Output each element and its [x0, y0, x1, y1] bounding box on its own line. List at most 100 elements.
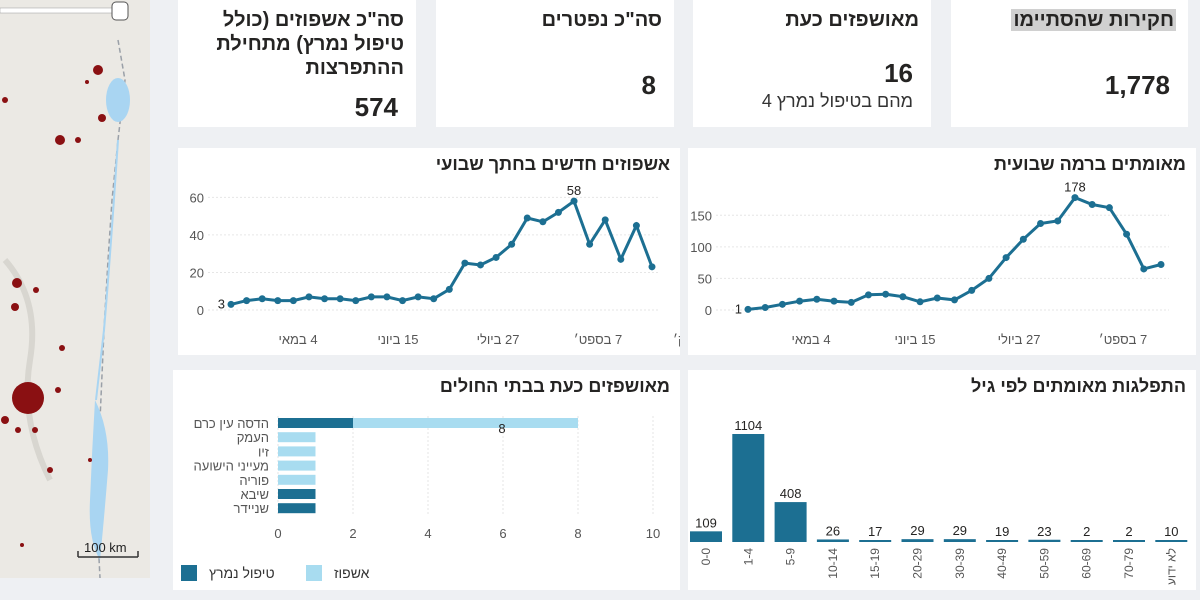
weekly-hospitalized-chart-card[interactable]: אשפוזים חדשים בחתך שבועי 0 20 40 60 3 58 4 במא… [178, 148, 680, 355]
data-point [258, 295, 266, 303]
x-tick-label: 4 במאי [791, 332, 830, 347]
x-tick-label: 27 ביולי [998, 332, 1041, 347]
data-point [570, 197, 578, 205]
kpi-hospitalized-now-card[interactable]: מאושפזים כעת 16 מהם בטיפול נמרץ 4 [693, 0, 931, 127]
data-point [796, 297, 804, 305]
age-distribution-chart-title: התפלגות מאומתים לפי גיל [971, 376, 1186, 396]
bar [1155, 540, 1188, 542]
y-tick-label: 0 [197, 303, 204, 318]
x-tick-label: לא ידוע [1164, 548, 1178, 585]
weekly-hospitalized-chart-title: אשפוזים חדשים בחתך שבועי [435, 154, 670, 174]
y-tick-label: 100 [690, 240, 712, 255]
hospitals-now-chart-title: מאושפזים כעת בבתי החולים [439, 376, 670, 396]
data-point [899, 293, 907, 301]
data-point [367, 293, 375, 301]
x-tick-label: 15 ביוני [894, 332, 935, 347]
x-tick-label: 7 בספט׳ [1099, 332, 1147, 347]
data-point [1105, 204, 1113, 212]
y-tick-label: מעייני הישועה [194, 459, 269, 474]
bar-value-label: 2 [1083, 524, 1090, 539]
bar-value-label: 29 [953, 523, 967, 538]
y-tick-label: זיו [258, 444, 270, 459]
kpi-deaths-value: 8 [641, 70, 656, 100]
data-point [352, 297, 360, 305]
bar [690, 531, 722, 542]
x-tick-label: 4 במאי [278, 332, 317, 347]
kpi-investigations-title: חקירות שהסתיימו [1011, 9, 1176, 31]
y-tick-label: פוריה [239, 473, 269, 488]
data-point [430, 295, 438, 303]
data-point [778, 300, 786, 308]
weekly-confirmed-chart-title: מאומתים ברמה שבועית [994, 154, 1186, 174]
data-label: 58 [567, 183, 581, 198]
bar-value-label: 10 [1164, 524, 1178, 539]
bar [1028, 539, 1061, 542]
bar [1113, 540, 1145, 542]
kpi-total-title-line2: טיפול נמרץ) מתחילת [216, 33, 404, 55]
x-tick-label: 10-14 [826, 548, 840, 579]
data-point [985, 274, 993, 282]
weekly-confirmed-chart-card[interactable]: מאומתים ברמה שבועית 0 50 100 150 1 178 4 במאי 1… [688, 148, 1196, 355]
data-point [648, 263, 656, 271]
bar-value-label: 26 [826, 523, 840, 538]
kpi-total-hospitalized-card[interactable]: סה"כ אשפוזים (כולל טיפול נמרץ) מתחילת הה… [178, 0, 416, 127]
x-tick-label: 8 [574, 526, 581, 541]
data-point [1037, 219, 1045, 227]
bar [859, 540, 892, 542]
bar-value-label: 2 [1125, 524, 1132, 539]
x-tick-label: 27 ביולי [477, 332, 520, 347]
y-tick-label: 60 [190, 190, 204, 205]
legend-label-intensive-care: טיפול נמרץ [209, 565, 275, 581]
bar-segment [278, 503, 316, 514]
kpi-hospitalized-now-title: מאושפזים כעת [785, 9, 919, 31]
kpi-total-hospitalized-title: סה"כ אשפוזים (כולל טיפול נמרץ) מתחילת הה… [216, 8, 404, 80]
bar [943, 539, 976, 542]
data-point [1157, 261, 1165, 269]
x-tick-label: 50-59 [1037, 548, 1051, 579]
age-distribution-chart: 109 0-0 1104 1-4 408 5-9 26 10-14 17 15-19 29 20-29… [690, 418, 1188, 585]
data-point [761, 303, 769, 311]
map-scale-label: 100 km [84, 540, 127, 555]
age-distribution-chart-card[interactable]: התפלגות מאומתים לפי גיל 109 0-0 1104 1-4 408… [688, 370, 1196, 590]
kpi-investigations-card[interactable]: חקירות שהסתיימו 1,778 [951, 0, 1188, 127]
data-point [617, 255, 625, 263]
data-point [632, 222, 640, 230]
legend-swatch-intensive-care [181, 565, 197, 581]
data-point [830, 297, 838, 305]
hospitals-now-chart-card[interactable]: מאושפזים כעת בבתי החולים 0 2 4 6 8 10 הדסה עין… [173, 370, 680, 590]
bar-segment [278, 489, 316, 499]
data-point [445, 285, 453, 293]
series-line [230, 198, 654, 306]
data-point [289, 297, 297, 305]
data-point [508, 240, 516, 248]
data-point [1002, 254, 1010, 262]
legend-label-hospitalization: אשפוז [334, 565, 370, 581]
data-point [399, 297, 407, 305]
x-tick-label: 0-0 [699, 548, 713, 566]
bar [986, 540, 1019, 542]
data-point [1088, 201, 1096, 209]
x-tick-label: 1-4 [741, 548, 755, 566]
data-point [321, 295, 329, 303]
data-point [813, 295, 821, 303]
data-point [476, 261, 484, 269]
data-point [305, 293, 313, 301]
bar-value-label: 17 [868, 524, 882, 539]
y-tick-label: שיבא [240, 487, 269, 502]
bar [774, 502, 807, 542]
map-canvas [0, 0, 150, 578]
x-tick-label: 70-79 [1122, 548, 1136, 579]
total-label: 8 [498, 421, 505, 436]
data-point [933, 294, 941, 302]
data-point [968, 286, 976, 294]
data-point [492, 253, 500, 261]
data-point [1123, 230, 1131, 238]
data-point [461, 259, 469, 267]
x-tick-label: 40-49 [995, 548, 1009, 579]
data-point [1054, 217, 1062, 225]
map-panel[interactable]: 100 km [0, 0, 150, 578]
kpi-deaths-card[interactable]: סה"כ נפטרים 8 [436, 0, 674, 127]
series-line [747, 195, 1162, 311]
y-tick-label: 150 [690, 208, 712, 223]
